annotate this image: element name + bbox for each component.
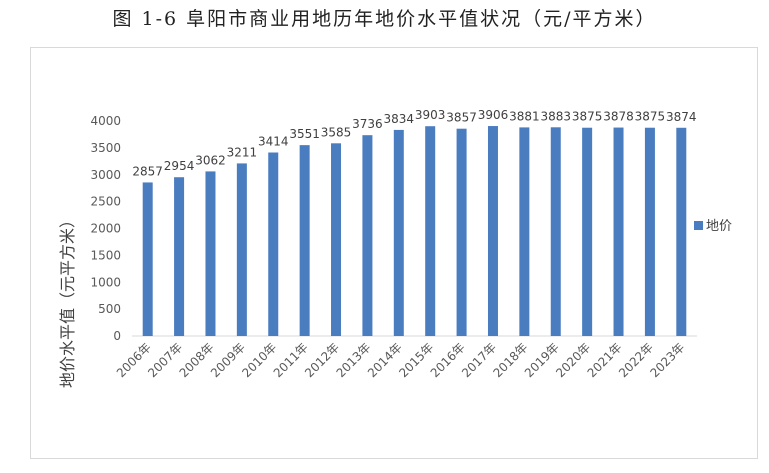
bar-2013年: [362, 135, 373, 336]
bar-2015年: [425, 126, 436, 337]
figure-caption: 图 1-6 阜阳市商业用地历年地价水平值状况（元/平方米）: [112, 8, 657, 30]
y-tick-label: 2500: [90, 195, 121, 209]
legend: 地价: [694, 219, 732, 234]
bar-2014年: [393, 129, 404, 336]
y-axis-label: 地价水平值（元平方米）: [58, 212, 77, 388]
bar-2011年: [299, 145, 310, 336]
y-tick-label: 500: [98, 302, 121, 316]
data-label-2014年: 3834: [384, 112, 415, 126]
data-label-2016年: 3857: [446, 111, 477, 125]
bar-2017年: [487, 126, 498, 337]
y-tick-label: 3500: [90, 141, 121, 155]
bar-2020年: [582, 127, 593, 336]
data-label-2022年: 3875: [635, 110, 666, 124]
bar-2012年: [331, 143, 342, 336]
data-label-2009年: 3211: [227, 145, 258, 159]
legend-label-地价: 地价: [706, 219, 732, 234]
legend-swatch: [694, 221, 703, 230]
data-label-2006年: 2857: [132, 164, 163, 178]
y-tick-label: 0: [113, 329, 121, 343]
bar-2019年: [550, 127, 561, 336]
y-tick-label: 4000: [90, 114, 121, 128]
x-tick-label-2023年: 2023年: [647, 340, 687, 380]
bar-2009年: [236, 163, 247, 336]
bar-2021年: [613, 127, 624, 337]
data-label-2019年: 3883: [540, 109, 571, 123]
data-label-2010年: 3414: [258, 134, 289, 148]
data-label-2021年: 3878: [603, 110, 634, 124]
y-tick-label: 1000: [90, 275, 121, 289]
data-label-2011年: 3551: [289, 127, 320, 141]
data-label-2008年: 3062: [195, 153, 226, 167]
bar-2008年: [205, 171, 216, 336]
data-label-2018年: 3881: [509, 109, 540, 123]
y-tick-label: 2000: [90, 222, 121, 236]
data-label-2017年: 3906: [478, 108, 509, 122]
data-label-2013年: 3736: [352, 117, 383, 131]
bar-2018年: [519, 127, 530, 337]
y-tick-label: 1500: [90, 248, 121, 262]
data-label-2015年: 3903: [415, 108, 446, 122]
data-label-2012年: 3585: [321, 125, 352, 139]
bar-2010年: [268, 152, 279, 336]
y-tick-label: 3000: [90, 168, 121, 182]
bar-2022年: [644, 127, 655, 336]
data-label-2020年: 3875: [572, 110, 603, 124]
bar-2023年: [676, 127, 687, 337]
data-label-2023年: 3874: [666, 110, 697, 124]
bar-2007年: [174, 177, 185, 336]
data-label-2007年: 2954: [164, 159, 195, 173]
bar-2016年: [456, 128, 467, 336]
bar-2006年: [142, 182, 153, 336]
